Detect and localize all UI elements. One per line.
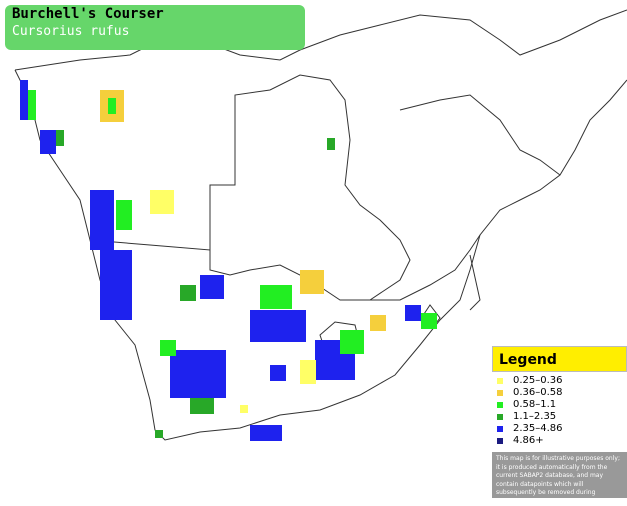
cell <box>340 330 364 354</box>
subtitle: Cursorius rufus <box>12 24 130 39</box>
cell <box>405 305 421 321</box>
cell <box>240 405 248 413</box>
cell <box>28 90 36 120</box>
legend-label: 4.86+ <box>513 435 544 446</box>
cell <box>155 430 163 438</box>
cell <box>180 285 196 301</box>
legend-label: 2.35–4.86 <box>513 423 563 434</box>
legend-item: 2.35–4.86 <box>492 423 627 435</box>
cell <box>421 313 437 329</box>
map <box>14 9 627 441</box>
legend-swatch <box>497 438 503 444</box>
legend: Legend 0.25–0.36 0.36–0.58 0.58–1.1 1.1–2.3… <box>492 346 627 505</box>
legend-label: 0.25–0.36 <box>513 375 563 386</box>
legend-swatch <box>497 402 503 408</box>
cell <box>170 350 226 398</box>
legend-item: 0.58–1.1 <box>492 399 627 411</box>
cell <box>116 200 132 230</box>
legend-item: 4.86+ <box>492 435 627 447</box>
cell <box>300 360 316 384</box>
legend-label: 0.36–0.58 <box>513 387 563 398</box>
cell <box>260 285 292 309</box>
cell <box>150 190 174 214</box>
cell <box>300 270 324 294</box>
page: Burchell's Courser Cursorius rufus Legen… <box>5 5 627 505</box>
legend-swatch <box>497 390 503 396</box>
disclaimer: This map is for illustrative purposes on… <box>492 452 627 505</box>
cell <box>108 98 116 114</box>
cell <box>250 425 282 441</box>
legend-swatch <box>497 414 503 420</box>
cell <box>100 250 132 320</box>
cell <box>200 275 224 299</box>
cell <box>20 80 28 120</box>
title-box: Burchell's Courser Cursorius rufus <box>5 5 305 50</box>
cell <box>160 340 176 356</box>
legend-items: 0.25–0.36 0.36–0.58 0.58–1.1 1.1–2.35 2.35–4… <box>492 372 627 449</box>
title: Burchell's Courser <box>12 6 164 22</box>
legend-swatch <box>497 426 503 432</box>
legend-swatch <box>497 378 503 384</box>
legend-title: Legend <box>492 346 627 372</box>
cell <box>370 315 386 331</box>
cell <box>327 138 335 150</box>
legend-item: 0.36–0.58 <box>492 387 627 399</box>
cell <box>270 365 286 381</box>
cell <box>40 130 56 154</box>
legend-label: 1.1–2.35 <box>513 411 557 422</box>
cell <box>90 190 114 250</box>
records <box>20 80 437 441</box>
cell <box>56 130 64 146</box>
cell <box>250 310 306 342</box>
cell <box>190 398 214 414</box>
legend-label: 0.58–1.1 <box>513 399 557 410</box>
legend-item: 1.1–2.35 <box>492 411 627 423</box>
legend-item: 0.25–0.36 <box>492 375 627 387</box>
